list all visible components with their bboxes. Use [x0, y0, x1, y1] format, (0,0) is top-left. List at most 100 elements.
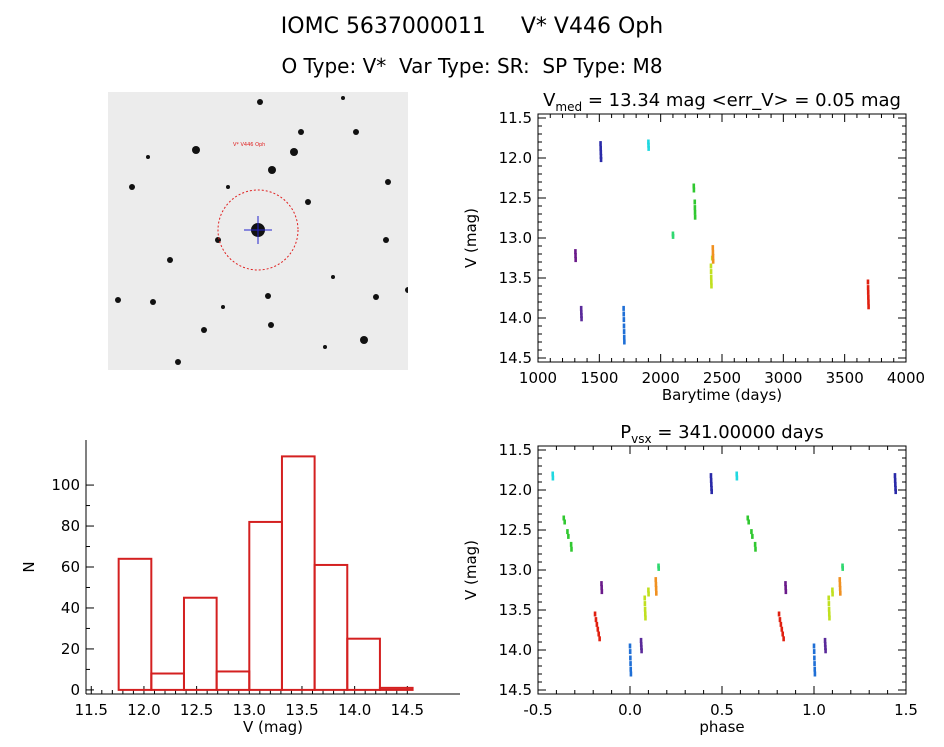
data-point: [784, 589, 788, 595]
data-point: [838, 585, 842, 591]
data-point: [831, 587, 834, 593]
data-point: [629, 661, 632, 667]
data-point: [622, 334, 626, 340]
data-point: [710, 279, 713, 285]
x-tick-label: 1.0: [802, 701, 826, 719]
data-point: [647, 145, 650, 151]
figure-title: IOMC 5637000011 V* V446 Oph: [280, 14, 664, 39]
data-point: [838, 577, 842, 583]
data-point: [692, 183, 696, 189]
data-point: [779, 621, 783, 627]
y-axis-label: V (mag): [462, 540, 480, 600]
data-point: [629, 655, 632, 661]
data-point: [709, 477, 713, 483]
y-tick-label: 20: [61, 640, 80, 658]
field-star: [201, 327, 207, 333]
data-point: [629, 666, 633, 672]
data-point: [693, 205, 697, 211]
x-tick-label: 1500: [580, 369, 618, 387]
data-point: [622, 323, 626, 329]
data-point: [643, 606, 647, 612]
field-stars: [115, 96, 408, 365]
y-tick-label: 13.0: [499, 561, 532, 579]
data-point: [622, 305, 625, 311]
data-point: [654, 581, 658, 587]
data-point: [574, 253, 577, 259]
plot-frame: [537, 445, 907, 695]
data-point: [839, 590, 842, 596]
x-tick-label: 13.5: [285, 701, 318, 719]
data-point: [784, 585, 787, 591]
data-point: [710, 481, 713, 487]
field-star: [305, 199, 311, 205]
data-point: [692, 187, 696, 193]
data-point: [710, 485, 713, 491]
chart-title: Pvsx = 341.00000 days: [620, 422, 823, 446]
x-tick-label: 0.0: [618, 701, 642, 719]
field-star: [383, 237, 389, 243]
field-image: V* V446 Oph: [108, 92, 408, 370]
data-point: [827, 601, 831, 607]
data-point: [866, 279, 870, 285]
data-point: [709, 274, 713, 280]
data-point: [622, 311, 626, 317]
data-point: [813, 655, 816, 661]
x-tick-label: 4000: [887, 369, 925, 387]
x-tick-label: 0.5: [710, 701, 734, 719]
data-point: [639, 641, 643, 647]
data-point: [866, 289, 870, 295]
target-label: V* V446 Oph: [233, 142, 265, 148]
data-point: [894, 489, 897, 495]
x-tick-label: -0.5: [523, 701, 552, 719]
histogram-bar: [182, 596, 218, 691]
data-point: [778, 617, 782, 623]
data-point: [644, 615, 647, 621]
data-point: [600, 585, 603, 591]
data-point: [693, 209, 697, 215]
histogram-bar: [248, 520, 283, 691]
data-point: [599, 157, 603, 163]
histogram-bar: [378, 686, 414, 691]
data-point: [623, 339, 626, 345]
data-point: [735, 475, 739, 481]
field-star: [268, 322, 274, 328]
y-tick-label: 40: [61, 599, 80, 617]
data-point: [824, 648, 827, 654]
x-tick-label: 12.5: [180, 701, 213, 719]
y-tick-label: 12.0: [499, 149, 532, 167]
field-star: [405, 287, 408, 293]
field-star: [360, 336, 368, 344]
field-star: [257, 99, 263, 105]
data-point: [827, 606, 831, 612]
y-tick-label: 80: [61, 517, 80, 535]
data-point: [593, 611, 597, 617]
data-point: [746, 515, 750, 521]
data-point: [580, 313, 583, 319]
data-point: [894, 481, 897, 487]
data-point: [643, 595, 647, 601]
data-point: [574, 249, 577, 255]
field-star: [150, 299, 156, 305]
data-point: [867, 304, 870, 310]
data-point: [747, 519, 750, 525]
data-point: [781, 631, 785, 637]
x-tick-label: 1000: [519, 369, 557, 387]
field-star: [115, 297, 121, 303]
data-point: [711, 245, 715, 251]
data-point: [643, 611, 647, 617]
field-star: [268, 166, 276, 174]
x-tick-label: 2500: [703, 369, 741, 387]
field-star: [385, 179, 391, 185]
histogram-bar: [117, 557, 153, 691]
data-point: [711, 258, 715, 264]
data-point: [827, 611, 831, 617]
x-axis-label: Barytime (days): [662, 386, 782, 404]
data-point: [551, 475, 555, 481]
data-point: [867, 294, 870, 300]
data-point: [827, 595, 831, 601]
data-point: [750, 529, 753, 535]
data-point: [628, 649, 632, 655]
histogram-bar: [215, 670, 251, 691]
y-tick-label: 13.5: [499, 269, 532, 287]
